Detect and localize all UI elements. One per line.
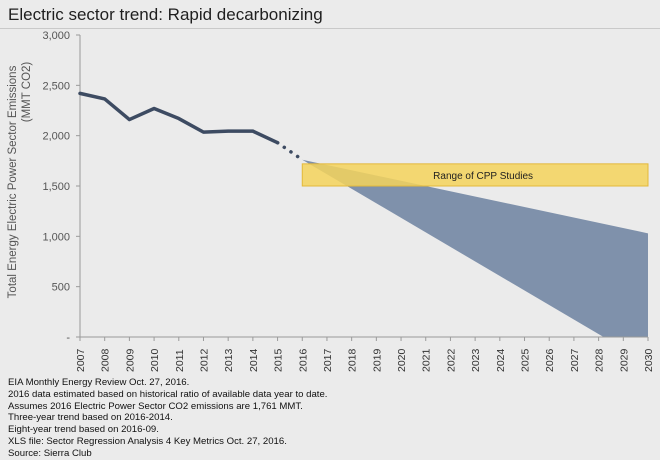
x-tick-label: 2020 [396,348,408,372]
emissions-data-point [177,117,180,120]
x-tick-label: 2022 [445,348,457,372]
y-tick-label: - [66,332,70,344]
emissions-data-point [226,129,230,133]
x-tick-label: 2016 [297,348,309,372]
source-note-line: 2016 data estimated based on historical … [8,388,328,400]
emissions-data-point [78,92,82,95]
x-tick-label: 2008 [100,348,112,372]
source-note-line: Three-year trend based on 2016-2014. [8,412,173,424]
source-notes: EIA Monthly Energy Review Oct. 27, 2016.… [8,377,327,460]
y-tick-label: 1,000 [42,231,70,243]
x-tick-label: 2019 [371,348,383,372]
emissions-chart: Range of CPP Studies 3,000 2,500 2,000 1,500… [7,30,655,372]
x-tick-label: 2017 [322,348,334,372]
chart-title: Electric sector trend: Rapid decarbonizi… [8,5,323,24]
y-tick-label: 3,000 [42,30,70,42]
emissions-data-point [103,97,106,101]
cpp-band-label: Range of CPP Studies [433,171,533,182]
y-tick-label: 2,500 [42,80,70,92]
x-tick-label: 2012 [198,348,210,372]
source-note-line: Source: Sierra Club [8,447,92,459]
y-tick-label: 500 [52,282,70,294]
title-divider [0,28,660,29]
source-note-line: XLS file: Sector Regression Analysis 4 K… [8,435,287,447]
x-tick-label: 2023 [470,348,482,372]
x-tick-label: 2027 [569,348,581,372]
x-tick-label: 2015 [273,348,285,372]
emissions-data-point [202,130,205,134]
y-axis-unit: (MMT CO2) [21,62,33,123]
x-tick-label: 2011 [174,349,186,372]
y-axis-title: Total Energy Electric Power Sector Emiss… [7,65,19,298]
source-note-line: Assumes 2016 Electric Power Sector CO2 e… [8,400,303,412]
x-tick-label: 2009 [124,348,136,372]
emissions-estimate-dotted-line [275,140,305,162]
x-tick-label: 2021 [421,348,433,372]
y-tick-label: 1,500 [42,181,70,193]
x-tick-label: 2013 [223,348,235,372]
y-tick-label: 2,000 [42,131,70,143]
source-note-line: Eight-year trend based on 2016-09. [8,424,159,436]
x-tick-label: 2010 [149,348,161,372]
emissions-data-point [251,129,255,133]
x-tick-label: 2030 [643,348,655,372]
emissions-data-point [128,118,131,121]
x-tick-label: 2018 [347,348,359,372]
x-tick-label: 2028 [594,348,606,372]
x-tick-label: 2029 [618,348,630,372]
cpp-range-band [301,163,649,187]
x-tick-label: 2007 [75,348,87,372]
x-tick-label: 2025 [520,348,532,372]
emissions-data-point [152,107,156,110]
x-tick-label: 2026 [544,348,556,372]
trend-range-area [302,159,648,337]
x-tick-label: 2014 [248,348,260,372]
x-tick-label: 2024 [495,348,507,372]
source-note-line: EIA Monthly Energy Review Oct. 27, 2016. [8,377,190,388]
